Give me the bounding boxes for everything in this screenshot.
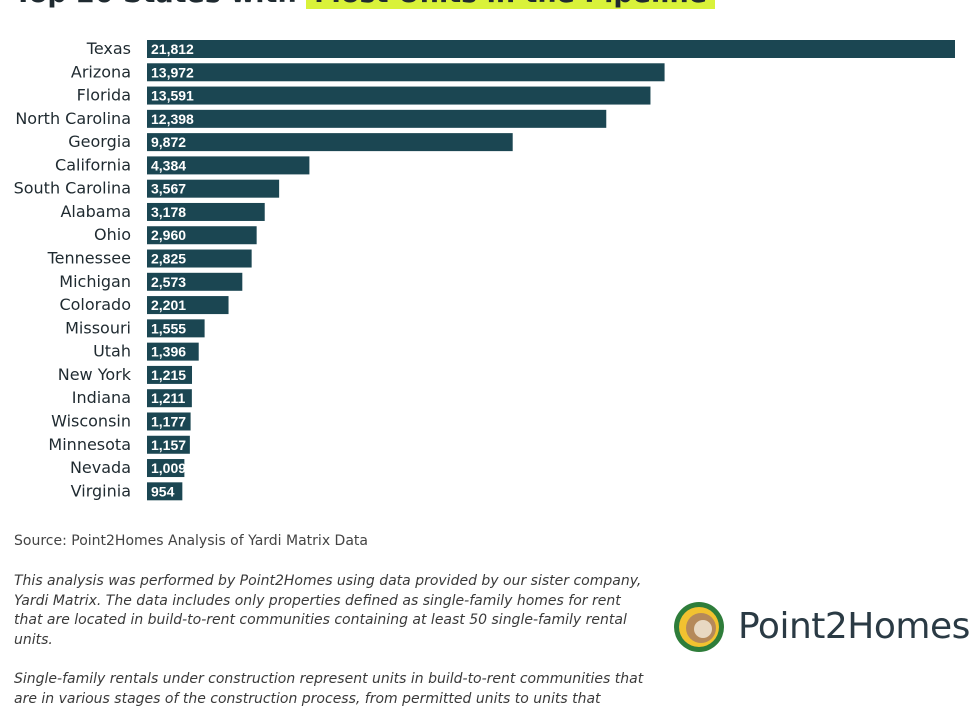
category-label: North Carolina bbox=[15, 109, 131, 128]
bar bbox=[147, 40, 955, 58]
bar bbox=[147, 109, 607, 128]
category-label: Nevada bbox=[70, 458, 131, 477]
construction-note: Single-family rentals under construction… bbox=[14, 671, 644, 707]
data-label: 1,211 bbox=[151, 390, 185, 406]
category-label: Florida bbox=[77, 86, 131, 105]
bar-chart: Texas 21,812 Arizona 13,972 Florida 13,591 Nor… bbox=[14, 39, 955, 501]
bar bbox=[147, 459, 185, 478]
category-label: Arizona bbox=[71, 62, 131, 81]
logo-text: Point2Homes bbox=[738, 606, 970, 647]
category-label: Michigan bbox=[59, 272, 131, 291]
bar bbox=[147, 296, 229, 315]
bar bbox=[147, 226, 257, 245]
bar bbox=[147, 133, 513, 152]
source-note: Source: Point2Homes Analysis of Yardi Ma… bbox=[14, 533, 368, 549]
data-label: 1,396 bbox=[151, 344, 186, 360]
bar bbox=[147, 156, 310, 175]
category-label: Utah bbox=[93, 342, 131, 361]
bar bbox=[147, 63, 665, 82]
bar bbox=[147, 435, 190, 454]
category-label: Texas bbox=[86, 39, 131, 58]
bar bbox=[147, 202, 265, 221]
bar bbox=[147, 365, 193, 384]
data-label: 1,555 bbox=[151, 320, 186, 336]
category-label: Tennessee bbox=[47, 249, 131, 268]
data-label: 13,591 bbox=[151, 88, 194, 104]
bar bbox=[147, 342, 199, 361]
data-label: 954 bbox=[151, 483, 175, 499]
data-label: 2,825 bbox=[151, 251, 186, 267]
category-label: Missouri bbox=[65, 318, 131, 337]
category-label: Indiana bbox=[72, 388, 131, 407]
category-label: Alabama bbox=[60, 202, 131, 221]
data-label: 1,157 bbox=[151, 437, 186, 453]
bar bbox=[147, 319, 205, 338]
data-label: 2,573 bbox=[151, 274, 186, 290]
category-label: Ohio bbox=[94, 225, 131, 244]
chart-title-prefix: Top 20 States with bbox=[14, 0, 306, 9]
data-label: 1,177 bbox=[151, 413, 186, 429]
data-label: 9,872 bbox=[151, 134, 186, 150]
category-label: California bbox=[55, 155, 131, 174]
data-label: 12,398 bbox=[151, 111, 194, 127]
data-label: 2,201 bbox=[151, 297, 186, 313]
bar bbox=[147, 482, 183, 501]
category-label: South Carolina bbox=[14, 179, 131, 198]
bar bbox=[147, 249, 252, 268]
data-label: 2,960 bbox=[151, 227, 186, 243]
data-label: 4,384 bbox=[151, 157, 186, 173]
category-label: Colorado bbox=[59, 295, 131, 314]
point2homes-logo: Point2Homes bbox=[672, 600, 972, 656]
data-label: 21,812 bbox=[151, 41, 194, 57]
category-label: Minnesota bbox=[48, 435, 131, 454]
bar bbox=[147, 389, 192, 408]
point2homes-logo-icon bbox=[674, 602, 724, 652]
category-label: New York bbox=[58, 365, 132, 384]
data-label: 1,215 bbox=[151, 367, 186, 383]
data-label: 1,009 bbox=[151, 460, 186, 476]
chart-title-highlight: Most Units in the Pipeline bbox=[306, 0, 716, 9]
category-label: Wisconsin bbox=[51, 411, 131, 430]
data-label: 3,567 bbox=[151, 181, 186, 197]
data-label: 13,972 bbox=[151, 64, 194, 80]
bar bbox=[147, 412, 191, 431]
bar bbox=[147, 272, 243, 291]
methodology-note: This analysis was performed by Point2Hom… bbox=[14, 573, 642, 648]
data-label: 3,178 bbox=[151, 204, 186, 220]
bar bbox=[147, 86, 651, 105]
category-label: Georgia bbox=[68, 132, 131, 151]
category-label: Virginia bbox=[71, 481, 131, 500]
bar bbox=[147, 179, 280, 198]
chart-title: Top 20 States with Most Units in the Pip… bbox=[14, 0, 716, 10]
